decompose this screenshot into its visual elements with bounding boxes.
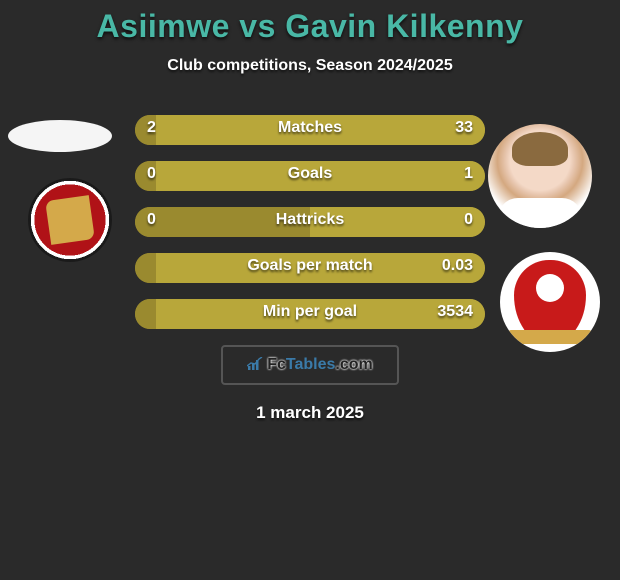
bar-value-right: 33 xyxy=(455,119,473,137)
stat-bar: Goals per match0.03 xyxy=(135,253,485,283)
player-right-hair xyxy=(512,132,568,166)
bar-value-right: 3534 xyxy=(437,303,473,321)
subtitle: Club competitions, Season 2024/2025 xyxy=(0,57,620,75)
bar-value-right: 1 xyxy=(464,165,473,183)
brand-text: FcTables.com xyxy=(267,356,373,374)
bar-right-segment xyxy=(310,207,485,237)
club-right-badge-banner xyxy=(508,330,592,344)
stat-bar: Goals01 xyxy=(135,161,485,191)
club-left-badge-inner xyxy=(45,195,95,245)
footer-date: 1 march 2025 xyxy=(0,403,620,423)
club-left-badge xyxy=(28,178,112,262)
stat-bar: Matches233 xyxy=(135,115,485,145)
brand-suffix: .com xyxy=(335,356,372,373)
bar-right-segment xyxy=(156,253,485,283)
bar-left-segment xyxy=(135,207,310,237)
brand-part1: Fc xyxy=(267,356,286,373)
bar-value-right: 0.03 xyxy=(442,257,473,275)
page-title: Asiimwe vs Gavin Kilkenny xyxy=(0,8,620,45)
brand-box: FcTables.com xyxy=(221,345,399,385)
club-right-badge xyxy=(500,252,600,352)
bar-right-segment xyxy=(156,161,485,191)
brand-part2: Tables xyxy=(286,356,336,373)
bar-value-right: 0 xyxy=(464,211,473,229)
bar-right-segment xyxy=(156,115,485,145)
player-right-photo xyxy=(488,124,592,228)
bar-right-segment xyxy=(156,299,485,329)
stat-bars: Matches233Goals01Hattricks00Goals per ma… xyxy=(135,115,485,329)
bar-left-segment xyxy=(135,253,156,283)
bar-value-left: 2 xyxy=(147,119,156,137)
player-right-shirt xyxy=(498,198,582,228)
stat-bar: Min per goal3534 xyxy=(135,299,485,329)
stat-bar: Hattricks00 xyxy=(135,207,485,237)
bar-value-left: 0 xyxy=(147,211,156,229)
chart-icon xyxy=(247,357,263,374)
club-right-badge-ball xyxy=(536,274,564,302)
comparison-card: Asiimwe vs Gavin Kilkenny Club competiti… xyxy=(0,0,620,423)
bar-left-segment xyxy=(135,299,156,329)
bar-value-left: 0 xyxy=(147,165,156,183)
player-left-photo xyxy=(8,120,112,152)
